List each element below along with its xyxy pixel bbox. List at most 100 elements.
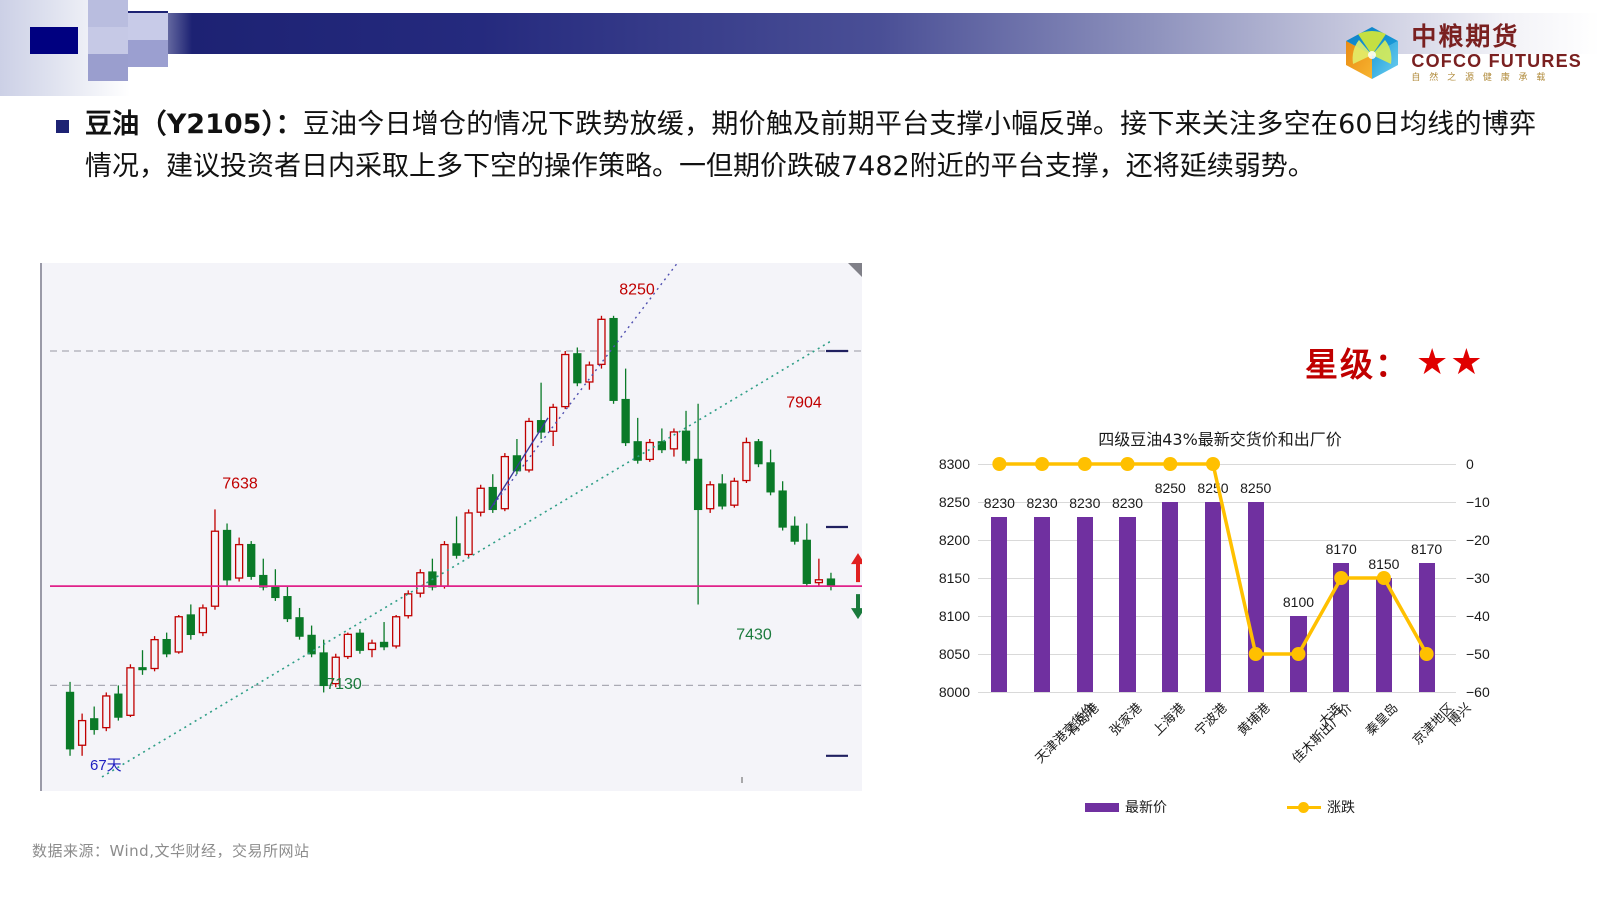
line-data-point[interactable] — [1419, 647, 1434, 661]
candle-body[interactable] — [754, 441, 763, 465]
candle-body[interactable] — [367, 642, 377, 651]
line-data-point[interactable] — [1291, 647, 1306, 661]
candlestick-chart[interactable]: 82507904763874307130748267天 — [40, 171, 905, 791]
candle-body[interactable] — [778, 490, 787, 528]
candle-body[interactable] — [186, 614, 195, 636]
candle-body[interactable] — [621, 398, 630, 444]
k-annotation-label: 8250 — [619, 282, 655, 299]
bar-value-label: 8150 — [1368, 556, 1400, 572]
candle-body[interactable] — [669, 431, 679, 450]
line-data-point[interactable] — [1376, 571, 1391, 585]
candle-body[interactable] — [790, 525, 799, 542]
line-data-point[interactable] — [1163, 457, 1178, 471]
candle-body[interactable] — [77, 719, 87, 746]
bar-chart-bar[interactable] — [1076, 517, 1093, 692]
candle-body[interactable] — [826, 578, 836, 587]
candle-body[interactable] — [500, 455, 510, 510]
bar-chart-bar[interactable] — [1033, 517, 1051, 692]
candle-body[interactable] — [259, 574, 268, 588]
candle-body[interactable] — [295, 617, 304, 637]
data-source-note: 数据来源：Wind,文华财经，交易所网站 — [32, 842, 310, 860]
candle-body[interactable] — [222, 529, 232, 581]
k-trendline-green — [101, 339, 833, 778]
candle-body[interactable] — [802, 539, 811, 584]
bar-chart-bar[interactable] — [991, 517, 1008, 692]
candle-body[interactable] — [404, 593, 413, 617]
candle-body[interactable] — [657, 441, 667, 451]
bar-chart-bar[interactable] — [1119, 517, 1136, 692]
candle-body[interactable] — [162, 638, 171, 655]
bar-value-label: 8250 — [1240, 480, 1272, 496]
bar-chart-bar[interactable] — [1162, 502, 1179, 692]
candle-body[interactable] — [198, 607, 208, 634]
candle-body[interactable] — [271, 585, 280, 599]
candle-body[interactable] — [536, 420, 546, 433]
cofco-cube-icon — [1343, 24, 1401, 82]
candle-body[interactable] — [706, 484, 715, 510]
line-data-point[interactable] — [1206, 457, 1220, 471]
line-data-point[interactable] — [992, 457, 1007, 471]
candle-body[interactable] — [307, 634, 316, 655]
candle-body[interactable] — [464, 512, 473, 556]
candle-body[interactable] — [90, 718, 99, 731]
candle-body[interactable] — [331, 656, 340, 685]
legend-label-change: 涨跌 — [1327, 800, 1355, 816]
banner-square-1 — [88, 0, 128, 27]
candle-body[interactable] — [440, 543, 449, 587]
bar-chart-y2-tick: −40 — [1466, 608, 1490, 624]
candle-body[interactable] — [138, 667, 147, 671]
candle-body[interactable] — [283, 596, 292, 620]
candle-body[interactable] — [476, 487, 485, 513]
line-data-point[interactable] — [1035, 457, 1050, 471]
bar-chart-y2-tick: −50 — [1466, 646, 1490, 662]
chart-resize-corner-icon[interactable] — [848, 263, 862, 277]
candle-body[interactable] — [645, 441, 654, 461]
bar-chart-bar[interactable] — [1333, 562, 1350, 692]
candle-body[interactable] — [524, 420, 534, 471]
bar-chart-bar[interactable] — [1375, 578, 1393, 692]
candle-body[interactable] — [65, 691, 75, 750]
candle-body[interactable] — [573, 353, 582, 384]
candle-body[interactable] — [549, 406, 558, 432]
candle-body[interactable] — [814, 579, 824, 584]
candle-body[interactable] — [681, 430, 691, 461]
candle-body[interactable] — [597, 318, 606, 366]
candle-body[interactable] — [319, 652, 328, 687]
bar-chart-y-tick: 8150 — [938, 570, 970, 586]
candle-body[interactable] — [693, 458, 703, 511]
candle-body[interactable] — [126, 667, 135, 716]
bar-chart-bar[interactable] — [1247, 502, 1264, 692]
line-data-point[interactable] — [1334, 571, 1349, 585]
candle-body[interactable] — [247, 543, 256, 577]
candle-body[interactable] — [416, 572, 425, 594]
line-data-point[interactable] — [1077, 457, 1092, 471]
bar-chart-y-tick: 8050 — [938, 646, 970, 662]
candle-body[interactable] — [609, 317, 618, 401]
candle-body[interactable] — [585, 364, 594, 383]
candle-body[interactable] — [102, 695, 111, 729]
candle-body[interactable] — [150, 638, 159, 670]
candle-body[interactable] — [343, 633, 352, 658]
candle-body[interactable] — [766, 462, 775, 493]
candle-body[interactable] — [114, 693, 123, 718]
candle-body[interactable] — [561, 353, 570, 408]
candle-body[interactable] — [633, 441, 642, 461]
candle-body[interactable] — [174, 616, 183, 653]
line-data-point[interactable] — [1120, 457, 1135, 471]
candle-body[interactable] — [512, 455, 522, 472]
candle-body[interactable] — [742, 441, 751, 482]
bar-chart-y2-tick: −20 — [1466, 532, 1490, 548]
price-down-arrow-icon — [851, 594, 865, 620]
candle-body[interactable] — [355, 632, 365, 651]
candle-body[interactable] — [210, 530, 220, 607]
candle-body[interactable] — [391, 616, 401, 647]
candle-body[interactable] — [234, 543, 244, 579]
candle-body[interactable] — [730, 480, 739, 506]
bar-chart-x-label: 上海港 — [1149, 700, 1188, 739]
candle-body[interactable] — [718, 483, 727, 507]
candle-body[interactable] — [379, 641, 389, 648]
bar-chart-bar[interactable] — [1204, 502, 1222, 692]
line-data-point[interactable] — [1248, 647, 1263, 661]
candle-body[interactable] — [452, 543, 461, 556]
banner-square-2 — [88, 27, 128, 54]
